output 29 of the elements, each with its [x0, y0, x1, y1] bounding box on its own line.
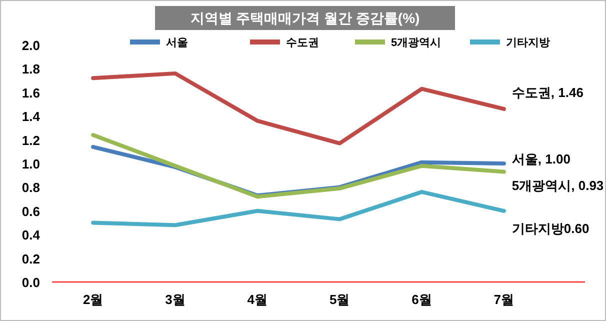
- annotation: 기타지방0.60: [512, 220, 590, 236]
- y-tick-label: 1.6: [22, 85, 40, 100]
- y-tick-label: 0.8: [22, 180, 40, 196]
- y-tick-label: 0.4: [22, 228, 41, 243]
- line-series: [91, 71, 506, 146]
- x-tick-label: 7월: [494, 292, 514, 307]
- y-tick-label: 1.4: [22, 109, 41, 124]
- x-tick-label: 6월: [412, 292, 432, 307]
- legend-label: 서울: [166, 37, 188, 49]
- y-tick-label: 0.6: [22, 204, 40, 219]
- line-series: [91, 190, 506, 228]
- legend-label: 수도권: [286, 37, 319, 49]
- line-series: [91, 133, 506, 199]
- y-tick-label: 2.0: [22, 38, 40, 53]
- x-tick-label: 4월: [247, 292, 268, 307]
- y-tick-label: 0.0: [22, 275, 40, 290]
- y-tick-label: 1.8: [22, 62, 40, 77]
- annotation: 서울, 1.00: [512, 152, 570, 166]
- x-tick-label: 3월: [165, 292, 186, 307]
- annotation: 수도권, 1.46: [512, 84, 584, 100]
- legend-label: 5개광역시: [391, 37, 442, 49]
- y-tick-label: 1.2: [22, 132, 40, 148]
- x-tick-label: 2월: [82, 292, 104, 307]
- y-tick-label: 1.0: [22, 156, 40, 172]
- chart-title: 지역별 주택매매가격 월간 증감률(%): [190, 10, 420, 26]
- y-tick-label: 0.2: [22, 251, 40, 266]
- annotation: 5개광역시, 0.93: [512, 178, 604, 193]
- x-tick-label: 5월: [329, 292, 350, 307]
- legend-label: 기타지방: [506, 37, 550, 49]
